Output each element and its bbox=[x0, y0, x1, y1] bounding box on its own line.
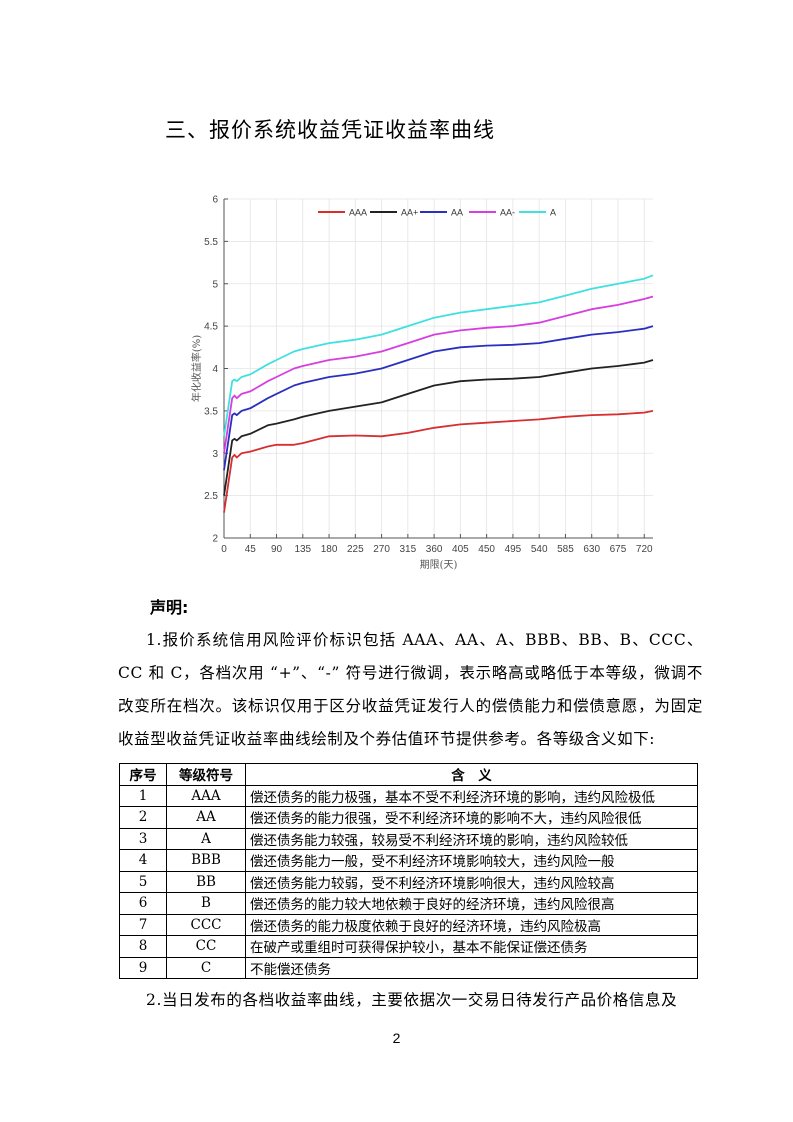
legend-label: AA bbox=[451, 208, 463, 218]
header-rating: 等级符号 bbox=[166, 763, 246, 786]
row-meaning: 偿还债务的能力极度依赖于良好的经济环境，违约风险极高 bbox=[245, 913, 698, 936]
row-rating: A bbox=[166, 827, 246, 850]
series-line-AA- bbox=[223, 295, 654, 454]
x-tick-label: 495 bbox=[505, 544, 522, 555]
row-meaning: 偿还债务的能力很强，受不利经济环境的影响不大，违约风险很低 bbox=[245, 806, 698, 829]
x-tick-label: 180 bbox=[321, 544, 338, 555]
y-tick-label: 4 bbox=[212, 364, 218, 375]
row-index: 8 bbox=[119, 935, 167, 958]
row-index: 5 bbox=[119, 870, 167, 893]
yield-curve-chart: 2 2.5 3 3.5 4 4.5 5 5.5 6 0 45 90 135 180 225 270 315 360… bbox=[190, 195, 654, 571]
row-index: 3 bbox=[119, 827, 167, 850]
table-row: 9 C 不能偿还债务 bbox=[119, 956, 698, 979]
table-header-row: 序号 等级符号 含 义 bbox=[119, 763, 698, 786]
rating-table: 序号 等级符号 含 义 1 AAA 偿还债务的能力极强，基本不受不利经济环境的影响，… bbox=[119, 763, 698, 979]
table-row: 8 CC 在破产或重组时可获得保护较小，基本不能保证偿还债务 bbox=[119, 935, 698, 958]
x-tick-label: 315 bbox=[400, 544, 417, 555]
legend-label: A bbox=[550, 208, 556, 218]
row-rating: C bbox=[166, 956, 246, 979]
page-number: 2 bbox=[392, 1030, 401, 1046]
row-rating: BBB bbox=[166, 849, 246, 872]
x-tick-label: 225 bbox=[347, 544, 364, 555]
x-tick-label: 675 bbox=[610, 544, 627, 555]
y-tick-label: 4.5 bbox=[204, 322, 218, 333]
y-tick-label: 3.5 bbox=[204, 406, 218, 417]
legend-label: AAA bbox=[349, 208, 367, 218]
row-meaning: 不能偿还债务 bbox=[245, 956, 698, 979]
legend-label: AA+ bbox=[401, 208, 418, 218]
row-rating: AA bbox=[166, 806, 246, 829]
x-tick-label: 270 bbox=[373, 544, 390, 555]
y-tick-label: 3 bbox=[212, 449, 218, 460]
x-tick-label: 0 bbox=[221, 544, 227, 555]
row-index: 6 bbox=[119, 892, 167, 915]
declaration-heading: 声明: bbox=[150, 598, 189, 617]
row-rating: CC bbox=[166, 935, 246, 958]
x-tick-label: 360 bbox=[426, 544, 443, 555]
table-row: 2 AA 偿还债务的能力很强，受不利经济环境的影响不大，违约风险很低 bbox=[119, 806, 698, 829]
row-index: 7 bbox=[119, 913, 167, 936]
row-rating: BB bbox=[166, 870, 246, 893]
header-index: 序号 bbox=[119, 763, 167, 786]
table-row: 1 AAA 偿还债务的能力极强，基本不受不利经济环境的影响，违约风险极低 bbox=[119, 784, 698, 807]
row-index: 1 bbox=[119, 784, 167, 807]
x-tick-label: 45 bbox=[245, 544, 257, 555]
series-line-AAA bbox=[223, 410, 654, 513]
row-meaning: 偿还债务能力一般，受不利经济环境影响较大，违约风险一般 bbox=[245, 849, 698, 872]
x-tick-label: 450 bbox=[478, 544, 495, 555]
row-meaning: 偿还债务能力较强，较易受不利经济环境的影响，违约风险较低 bbox=[245, 827, 698, 850]
table-row: 4 BBB 偿还债务能力一般，受不利经济环境影响较大，违约风险一般 bbox=[119, 849, 698, 872]
x-tick-label: 405 bbox=[452, 544, 469, 555]
row-rating: CCC bbox=[166, 913, 246, 936]
section-title: 三、报价系统收益凭证收益率曲线 bbox=[165, 118, 495, 142]
y-tick-label: 2 bbox=[212, 534, 218, 545]
table-row: 6 B 偿还债务的能力较大地依赖于良好的经济环境，违约风险很高 bbox=[119, 892, 698, 915]
series-line-AA bbox=[223, 325, 654, 471]
paragraph-2: 2.当日发布的各档收益率曲线，主要依据次一交易日待发行产品价格信息及 bbox=[146, 991, 678, 1009]
x-tick-label: 720 bbox=[636, 544, 653, 555]
table-row: 7 CCC 偿还债务的能力极度依赖于良好的经济环境，违约风险极高 bbox=[119, 913, 698, 936]
y-tick-label: 5.5 bbox=[204, 237, 218, 248]
series-line-AA+ bbox=[223, 359, 654, 496]
y-axis-label: 年化收益率(%) bbox=[190, 335, 203, 402]
row-meaning: 在破产或重组时可获得保护较小，基本不能保证偿还债务 bbox=[245, 935, 698, 958]
y-tick-label: 2.5 bbox=[204, 491, 218, 502]
legend-label: AA- bbox=[500, 208, 515, 218]
x-tick-label: 585 bbox=[557, 544, 574, 555]
x-tick-label: 630 bbox=[583, 544, 600, 555]
row-meaning: 偿还债务能力较弱，受不利经济环境影响很大，违约风险较高 bbox=[245, 870, 698, 893]
row-index: 4 bbox=[119, 849, 167, 872]
row-index: 2 bbox=[119, 806, 167, 829]
x-tick-label: 540 bbox=[531, 544, 548, 555]
y-tick-label: 5 bbox=[212, 279, 218, 290]
row-index: 9 bbox=[119, 956, 167, 979]
x-axis-label: 期限(天) bbox=[420, 559, 458, 571]
row-meaning: 偿还债务的能力较大地依赖于良好的经济环境，违约风险很高 bbox=[245, 892, 698, 915]
x-tick-label: 90 bbox=[271, 544, 283, 555]
row-rating: AAA bbox=[166, 784, 246, 807]
y-tick-label: 6 bbox=[212, 195, 218, 206]
row-rating: B bbox=[166, 892, 246, 915]
table-row: 5 BB 偿还债务能力较弱，受不利经济环境影响很大，违约风险较高 bbox=[119, 870, 698, 893]
row-meaning: 偿还债务的能力极强，基本不受不利经济环境的影响，违约风险极低 bbox=[245, 784, 698, 807]
table-row: 3 A 偿还债务能力较强，较易受不利经济环境的影响，违约风险较低 bbox=[119, 827, 698, 850]
x-tick-label: 135 bbox=[294, 544, 311, 555]
header-meaning: 含 义 bbox=[245, 763, 698, 786]
series-line-A bbox=[223, 274, 654, 437]
paragraph-1: 1.报价系统信用风险评价标识包括 AAA、AA、A、BBB、BB、B、CCC、C… bbox=[118, 631, 703, 748]
